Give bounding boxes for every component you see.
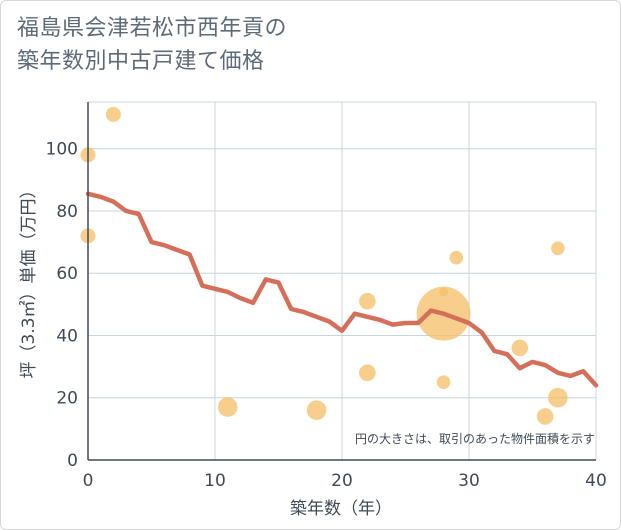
trend-line — [85, 191, 599, 388]
data-point-3 — [217, 397, 238, 417]
tick-labels: 0 10 20 30 40 0 20 40 60 80 100 — [46, 140, 607, 491]
x-tick-label-20: 20 — [331, 471, 353, 491]
scatter-points — [80, 106, 568, 425]
data-point-14 — [548, 387, 568, 408]
x-tick-label-30: 30 — [458, 471, 480, 491]
data-point-9 — [436, 375, 451, 389]
data-point-4 — [306, 400, 327, 420]
data-point-12 — [536, 408, 554, 425]
data-point-2 — [105, 106, 121, 122]
x-axis-label: 築年数（年） — [290, 499, 392, 519]
size-note: 円の大きさは、取引のあった物件面積を示す — [355, 431, 595, 446]
grid-lines — [87, 101, 597, 461]
x-tick-label-40: 40 — [585, 471, 607, 491]
x-tick-label-10: 10 — [204, 471, 226, 491]
y-tick-label-40: 40 — [56, 326, 78, 346]
y-tick-label-0: 0 — [67, 451, 78, 471]
data-point-5 — [359, 292, 376, 310]
data-point-13 — [551, 241, 565, 256]
data-point-11 — [511, 339, 529, 357]
y-tick-label-100: 100 — [46, 140, 78, 160]
y-tick-label-20: 20 — [56, 389, 78, 409]
data-point-6 — [359, 364, 376, 382]
data-point-8 — [439, 287, 449, 297]
data-point-10 — [449, 250, 464, 265]
y-axis-label: 坪（3.3㎡）単価（万円） — [19, 181, 39, 378]
x-tick-label-0: 0 — [83, 471, 94, 491]
trend-line-group — [85, 191, 599, 388]
chart-title: 福島県会津若松市西年貢の 築年数別中古戸建て価格 — [17, 16, 288, 74]
y-tick-label-60: 60 — [56, 264, 78, 284]
axes — [87, 102, 596, 461]
y-tick-label-80: 80 — [56, 202, 78, 222]
